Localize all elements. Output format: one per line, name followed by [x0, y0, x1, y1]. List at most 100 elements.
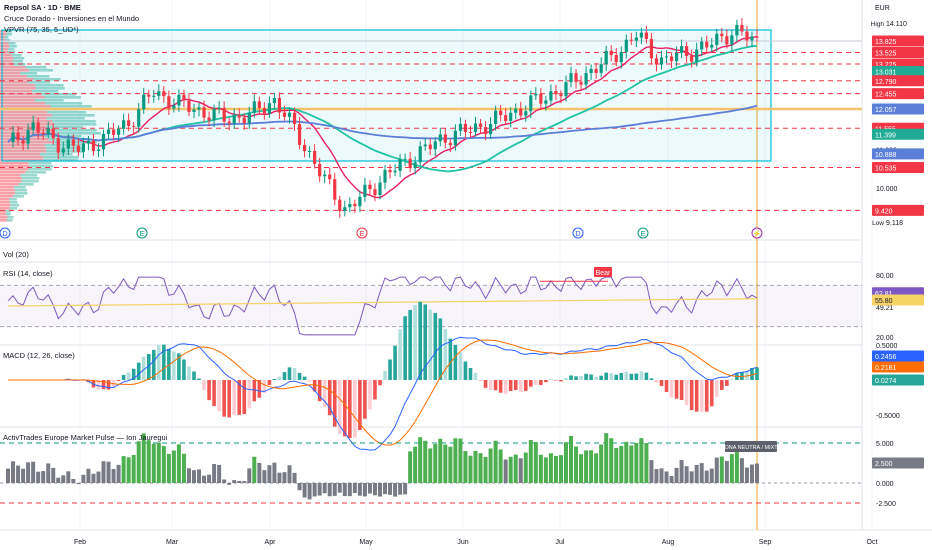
pulse-bar [191, 470, 196, 483]
pulse-bar [126, 457, 131, 483]
pulse-bar [242, 481, 247, 483]
vp-bar-sell [0, 165, 30, 168]
pulse-bar [237, 480, 242, 483]
pulse-bar [76, 483, 81, 485]
macd-hist-bar [141, 356, 146, 380]
candle-body [705, 41, 709, 48]
pulse-bar [116, 464, 121, 483]
pulse-bar [252, 456, 257, 483]
pulse-bar [749, 464, 754, 483]
pulse-bar [287, 465, 292, 483]
vp-bar-sell [0, 144, 45, 147]
macd-hist-bar [569, 375, 573, 380]
header-indicator-vpvr[interactable]: VPVR (75, 35, 5_UD*) [4, 25, 79, 34]
candle-body [614, 54, 618, 63]
pulse-bar [453, 438, 458, 483]
macd-badge [872, 350, 924, 362]
macd-hist-bar [518, 380, 523, 392]
pulse-bar [468, 455, 473, 483]
macd-hist-bar [438, 318, 443, 380]
vp-bar-sell [0, 84, 36, 87]
macd-hist-bar [714, 380, 719, 397]
pulse-pane-label[interactable]: ActivTrades Europe Market Pulse — Ion Ja… [3, 433, 168, 442]
time-tick: Jul [556, 539, 565, 546]
candle-body [11, 132, 15, 142]
macd-hist-bar [363, 380, 367, 419]
macd-hist-bar [694, 380, 699, 412]
pulse-bar [393, 483, 398, 497]
pulse-bar [614, 448, 619, 483]
price-badge [872, 128, 924, 140]
header-symbol[interactable]: Repsol SA · 1D · BME [4, 3, 81, 12]
pulse-pane: ZONA NEUTRA / MIXTA [0, 433, 862, 504]
pulse-bar [744, 467, 749, 483]
macd-hist-bar [619, 373, 624, 380]
pulse-bar [36, 471, 41, 483]
vp-bar-buy [6, 210, 12, 213]
candle-body [609, 50, 613, 55]
candle-body [368, 184, 372, 190]
macd-hist-bar [116, 380, 121, 382]
macd-hist-bar [257, 380, 262, 398]
macd-hist-bar [413, 305, 417, 380]
macd-hist-bar [151, 349, 156, 380]
pulse-bar [729, 454, 734, 483]
candle-body [56, 138, 60, 153]
candle-body [172, 105, 176, 109]
vol-pane-label[interactable]: Vol (20) [3, 250, 29, 259]
macd-hist-bar [398, 329, 402, 380]
candle-body [242, 117, 246, 124]
price-tick: 10.000 [876, 186, 898, 193]
price-badge-label: 10.888 [875, 152, 897, 159]
candle-body [639, 32, 643, 38]
macd-hist-bar [740, 371, 744, 380]
candle-body [674, 52, 679, 62]
vp-bar-buy [9, 207, 17, 210]
pulse-bar [202, 475, 207, 483]
vp-bar-buy [55, 132, 101, 135]
candle-body [559, 94, 563, 97]
header-indicator-golden-cross[interactable]: Cruce Dorado - Inversiones en el Mundo [4, 14, 140, 23]
candle-body [584, 73, 588, 85]
macd-pane-label[interactable]: MACD (12, 26, close) [3, 351, 75, 360]
candle-body [383, 169, 387, 183]
candle-body [549, 91, 553, 101]
macd-hist-bar [287, 367, 292, 380]
pulse-bar [6, 468, 10, 483]
vp-bar-sell [0, 159, 44, 162]
pulse-bar [61, 475, 66, 483]
pulse-badge [872, 457, 924, 469]
macd-badge-label: 0.2456 [875, 354, 897, 361]
candle-body [302, 144, 307, 152]
candle-body [483, 127, 488, 135]
vp-bar-buy [28, 168, 52, 171]
pulse-bar [121, 456, 126, 483]
vp-bar-sell [0, 60, 13, 63]
candle-body [177, 94, 181, 106]
candle-body [428, 144, 432, 150]
macd-hist-bar [463, 361, 468, 380]
vp-bar-sell [0, 30, 7, 33]
vp-bar-buy [50, 105, 92, 108]
pulse-bar [669, 476, 674, 483]
candle-body [478, 123, 483, 128]
macd-hist-bar [433, 312, 438, 380]
candle-body [86, 140, 91, 144]
vp-bar-sell [0, 168, 29, 171]
vp-bar-sell [0, 171, 26, 174]
candle-body [101, 133, 106, 150]
rsi-line [7, 276, 758, 336]
vp-bar-buy [35, 99, 64, 102]
candle-body [730, 35, 734, 45]
vp-bar-sell [0, 213, 6, 216]
pulse-bar [579, 454, 584, 483]
vp-bar-buy [27, 75, 50, 78]
price-badge [872, 148, 924, 160]
pulse-bar [624, 441, 629, 483]
pulse-bar [141, 433, 146, 483]
rsi-pane-label[interactable]: RSI (14, close) [3, 269, 53, 278]
vp-bar-buy [12, 60, 23, 63]
candle-body [227, 121, 231, 124]
pulse-bar [684, 466, 689, 483]
macd-hist-bar [368, 380, 372, 410]
